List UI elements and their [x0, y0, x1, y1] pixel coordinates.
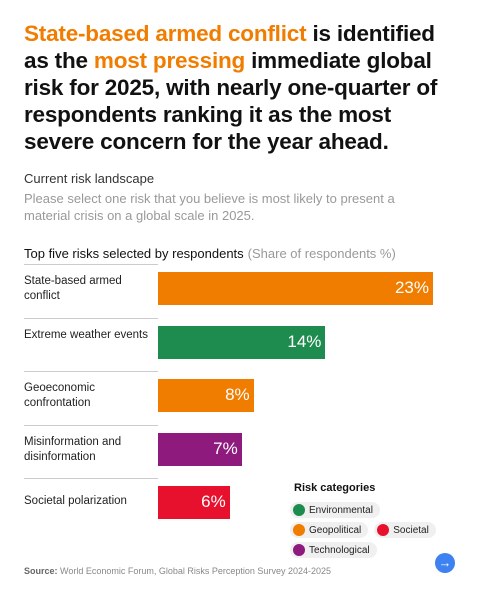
category-label: Misinformation and disinformation — [24, 435, 122, 463]
legend-item: Technological — [290, 542, 377, 558]
bar: 6% — [158, 486, 230, 519]
legend-label: Technological — [309, 544, 370, 556]
source-label: Source: — [24, 566, 58, 576]
section-title: Current risk landscape — [24, 171, 155, 186]
source-text: World Economic Forum, Global Risks Perce… — [60, 566, 331, 576]
bar: 14% — [158, 325, 326, 359]
category-label: Societal polarization — [24, 495, 127, 507]
question: Please select one risk that you believe … — [24, 191, 395, 223]
headline-part: immediate global risk for 2025, with nea… — [24, 48, 438, 154]
legend-swatch — [293, 524, 305, 536]
category-label: State-based armed conflict — [24, 275, 122, 302]
chart-heading: Top five risks selected by respondents (S… — [24, 246, 396, 261]
legend-item: Societal — [374, 522, 436, 538]
legend-label: Environmental — [309, 504, 373, 516]
category-label: Geoeconomic confrontation — [24, 382, 95, 409]
value-label: 14% — [287, 331, 322, 351]
headline: State-based armed conflict is identified… — [24, 20, 464, 155]
headline-part: most pressing — [93, 48, 246, 73]
headline-part: State-based armed conflict — [24, 21, 307, 46]
chart-title: Top five risks selected by respondents — [24, 246, 244, 261]
legend-label: Geopolitical — [309, 524, 362, 536]
row-separator — [24, 424, 158, 426]
legend-swatch — [293, 504, 305, 516]
legend-label: Societal — [393, 524, 429, 536]
row-separator — [24, 317, 158, 319]
legend-item: Geopolitical — [290, 522, 369, 538]
chart-subtitle: (Share of respondents %) — [247, 246, 396, 261]
value-label: 7% — [213, 438, 238, 458]
headline-part: is identified as the — [24, 21, 435, 73]
row-separator — [24, 371, 158, 372]
row-separator — [24, 478, 158, 479]
source: Source: World Economic Forum, Global Ris… — [24, 566, 331, 576]
value-label: 8% — [225, 385, 250, 404]
legend-swatch — [293, 544, 305, 556]
bar: 8% — [158, 379, 254, 412]
category-label: Extreme weather events — [24, 328, 149, 341]
legend-swatch — [377, 524, 390, 536]
next-button[interactable]: → — [435, 553, 455, 573]
value-label: 23% — [394, 278, 429, 297]
legend: Risk categories Environmental Geopolitica… — [290, 476, 462, 558]
legend-items: Environmental Geopolitical Societal Technol… — [290, 502, 462, 558]
value-label: 6% — [201, 492, 226, 511]
legend-item: Environmental — [290, 502, 380, 518]
legend-title: Risk categories — [294, 482, 376, 494]
bar: 7% — [158, 432, 242, 466]
bar: 23% — [158, 272, 433, 305]
row-separator — [24, 264, 158, 265]
